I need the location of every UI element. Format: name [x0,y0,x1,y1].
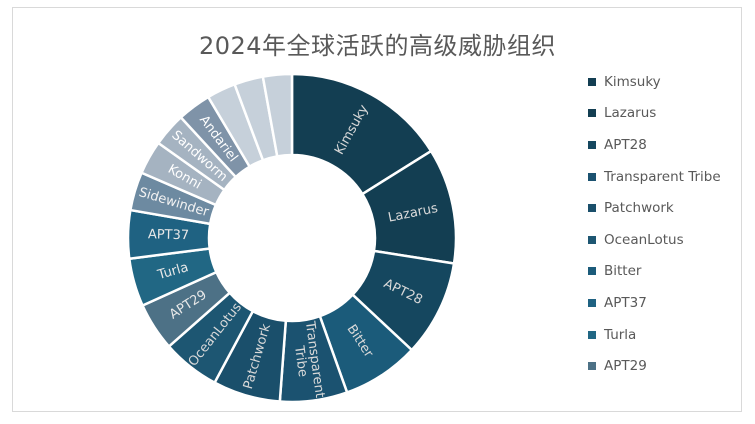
legend-item-oceanlotus: OceanLotus [588,224,721,256]
legend-label: APT28 [604,136,647,153]
legend-swatch [588,109,596,118]
legend-label: Bitter [604,263,642,280]
donut-slices [126,72,458,404]
legend-swatch [588,362,596,371]
chart-title: 2024年全球活跃的高级威胁组织 [198,32,557,60]
legend-label: APT37 [604,294,647,311]
legend-label: APT29 [604,358,647,375]
slice-label-apt37: APT37 [148,227,190,243]
legend-item-bitter: Bitter [588,256,721,288]
legend-label: Lazarus [604,105,657,122]
legend-swatch [588,267,596,276]
legend-label: Patchwork [604,200,674,217]
legend-item-apt29: APT29 [588,350,721,382]
legend-item-apt37: APT37 [588,287,721,319]
legend-label: Kimsuky [604,73,661,90]
legend-item-transparent-tribe: Transparent Tribe [588,161,721,193]
legend-item-lazarus: Lazarus [588,98,721,130]
legend-label: Turla [604,326,637,343]
legend-label: Transparent Tribe [604,168,721,185]
legend-swatch [588,298,596,307]
legend-item-apt28: APT28 [588,129,721,161]
legend-label: OceanLotus [604,231,684,248]
legend-item-kimsuky: Kimsuky [588,66,721,98]
legend-swatch [588,140,596,149]
legend-item-patchwork: Patchwork [588,192,721,224]
legend-swatch [588,235,596,244]
legend-swatch [588,330,596,339]
chart-legend: Kimsuky Lazarus APT28 Transparent Tribe Patc… [588,66,721,382]
slice-unlabeled-16 [261,72,294,158]
legend-swatch [588,172,596,181]
legend-swatch [588,77,596,86]
legend-item-turla: Turla [588,319,721,351]
legend-swatch [588,204,596,213]
